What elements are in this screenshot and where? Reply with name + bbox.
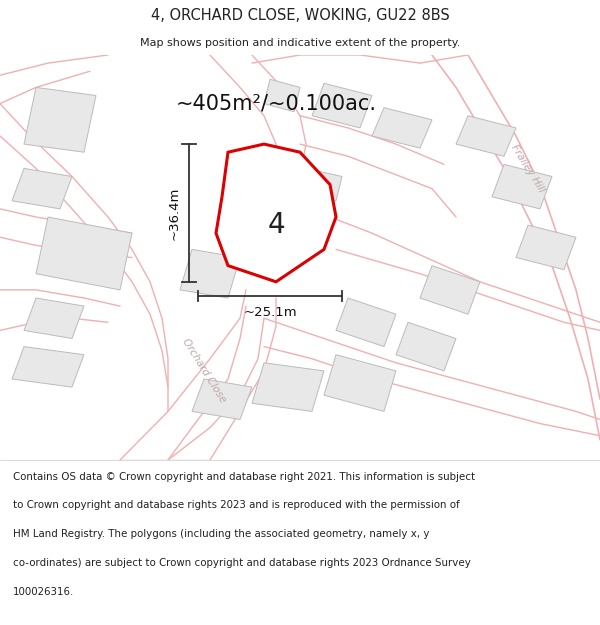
Polygon shape <box>420 266 480 314</box>
Text: 100026316.: 100026316. <box>13 587 74 597</box>
Text: HM Land Registry. The polygons (including the associated geometry, namely x, y: HM Land Registry. The polygons (includin… <box>13 529 430 539</box>
Polygon shape <box>312 83 372 128</box>
Text: 4, ORCHARD CLOSE, WOKING, GU22 8BS: 4, ORCHARD CLOSE, WOKING, GU22 8BS <box>151 8 449 23</box>
Polygon shape <box>336 298 396 347</box>
Polygon shape <box>12 168 72 209</box>
Polygon shape <box>24 298 84 339</box>
Text: Frailey Hill: Frailey Hill <box>509 142 547 194</box>
Polygon shape <box>12 347 84 387</box>
Polygon shape <box>372 107 432 148</box>
Polygon shape <box>192 379 252 419</box>
Polygon shape <box>180 249 240 298</box>
Polygon shape <box>300 168 342 201</box>
Polygon shape <box>324 355 396 411</box>
Polygon shape <box>24 88 96 152</box>
Polygon shape <box>252 362 324 411</box>
Polygon shape <box>456 116 516 156</box>
Polygon shape <box>264 79 300 112</box>
Text: ~405m²/~0.100ac.: ~405m²/~0.100ac. <box>176 94 377 114</box>
Text: co-ordinates) are subject to Crown copyright and database rights 2023 Ordnance S: co-ordinates) are subject to Crown copyr… <box>13 558 471 568</box>
Text: ~25.1m: ~25.1m <box>243 306 297 319</box>
Text: 4: 4 <box>267 211 285 239</box>
Polygon shape <box>216 144 336 282</box>
Text: Contains OS data © Crown copyright and database right 2021. This information is : Contains OS data © Crown copyright and d… <box>13 471 475 481</box>
Polygon shape <box>396 322 456 371</box>
Polygon shape <box>36 217 132 290</box>
Text: ~36.4m: ~36.4m <box>167 186 181 239</box>
Polygon shape <box>516 225 576 269</box>
Polygon shape <box>492 164 552 209</box>
Text: to Crown copyright and database rights 2023 and is reproduced with the permissio: to Crown copyright and database rights 2… <box>13 501 460 511</box>
Text: Orchard Close: Orchard Close <box>180 337 228 405</box>
Text: Map shows position and indicative extent of the property.: Map shows position and indicative extent… <box>140 38 460 48</box>
